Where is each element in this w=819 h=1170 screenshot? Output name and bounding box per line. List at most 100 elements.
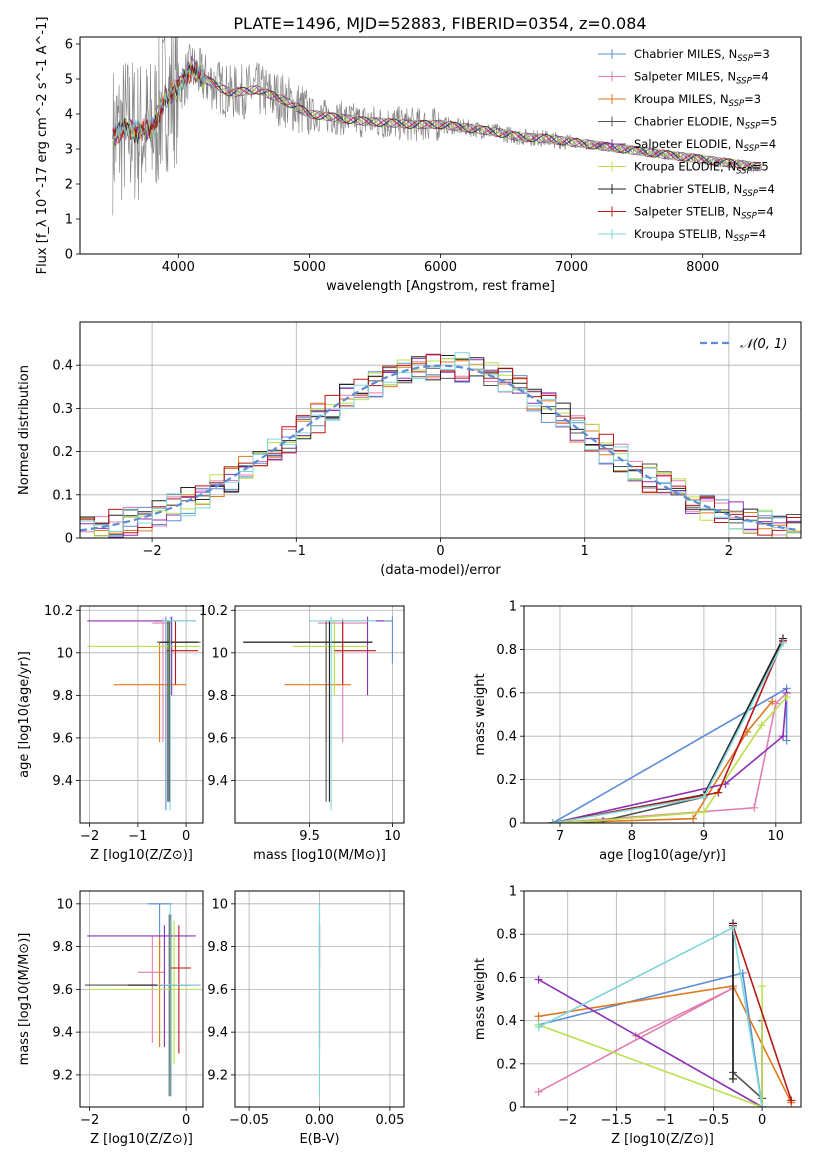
series-marker [699, 808, 708, 817]
y-tick-label: 0.4 [496, 730, 517, 745]
panel-mass-weight-vs-Z: −2 −1.5 −1 −0.5 0 0 0.2 0.4 0.6 0.8 1 Z [log10(Z/Z⊙… [473, 885, 802, 1147]
axes-frame [79, 321, 802, 539]
plot-area [524, 606, 801, 823]
plot-area [235, 891, 404, 1107]
series-line [538, 926, 763, 1107]
series-marker [548, 819, 557, 823]
series-marker [768, 697, 777, 706]
x-tick-label: 10 [384, 829, 401, 844]
point-kroupa-stelib [162, 616, 196, 811]
y-tick-label: 9.8 [207, 940, 228, 955]
y-tick-label: 9.8 [207, 689, 228, 704]
y-tick-label: 0 [65, 248, 73, 263]
x-tick-label: −2 [80, 1113, 99, 1128]
x-tick-label: 1 [581, 544, 589, 559]
series-marker [779, 732, 788, 741]
legend-label: Salpeter MILES, NSSP=4 [634, 70, 769, 87]
series-marker [689, 814, 698, 823]
series-line [552, 642, 784, 823]
point-salpeter-elodie [87, 925, 196, 1048]
x-tick-label: −2 [558, 1113, 577, 1128]
y-tick-label: 9.4 [52, 1026, 73, 1041]
y-tick-label: 0.4 [496, 1014, 517, 1029]
y-tick-label: 9.6 [207, 731, 228, 746]
point-kroupa-stelib [309, 616, 376, 811]
x-tick-label: 0 [758, 1113, 766, 1128]
data-spectrum-line [112, 37, 762, 216]
x-tick-label: 0 [182, 1113, 190, 1128]
point-chabrier-miles [154, 616, 176, 811]
series-marker [758, 1103, 767, 1107]
x-axis-label: Z [log10(Z/Z⊙)] [90, 1132, 193, 1147]
spectrum-legend: Chabrier MILES, NSSP=3 Salpeter MILES, NS… [598, 47, 777, 244]
y-axis-label: age [log10(age/yr)] [17, 651, 32, 778]
legend-label: Salpeter STELIB, NSSP=4 [634, 205, 774, 222]
y-tick-label: 4 [65, 108, 73, 123]
point-kroupa-miles [113, 935, 189, 1048]
y-tick-label: 0.3 [52, 402, 73, 417]
normal-curve [80, 364, 799, 532]
y-tick-label: 10.2 [199, 604, 228, 619]
x-tick-label: 8000 [686, 260, 719, 275]
y-tick-label: 9.4 [207, 774, 228, 789]
point-kroupa-stelib [157, 903, 201, 1097]
x-axis-label: age [log10(age/yr)] [599, 848, 726, 863]
y-axis-label: Flux [f_λ 10^-17 erg cm^-2 s^-1 A^-1] [35, 17, 50, 275]
y-tick-label: 0.1 [52, 488, 73, 503]
x-tick-label: 7000 [555, 260, 588, 275]
point-kroupa-miles [284, 642, 351, 743]
y-tick-label: 5 [65, 73, 73, 88]
plot-area [80, 891, 203, 1107]
series-kroupa-stelib [548, 638, 788, 823]
legend-label: Kroupa MILES, NSSP=3 [634, 92, 761, 109]
x-axis-label: (data-model)/error [380, 563, 501, 578]
point-chabrier-elodie [243, 620, 373, 802]
point-salpeter-elodie [87, 616, 196, 696]
series-marker [758, 982, 767, 991]
y-tick-label: 2 [65, 178, 73, 193]
y-tick-label: 0.8 [496, 928, 517, 943]
x-tick-label: −0.05 [229, 1113, 269, 1128]
y-tick-label: 0 [509, 1101, 517, 1116]
plot-area [524, 891, 801, 1107]
series-line [552, 700, 773, 823]
x-axis-label: wavelength [Angstrom, rest frame] [326, 279, 555, 294]
x-axis-label: mass [log10(M/M⊙)] [253, 848, 386, 863]
series-chabrier-stelib [548, 634, 788, 823]
x-tick-label: 0 [436, 544, 444, 559]
x-tick-label: −1 [287, 544, 306, 559]
panel-age-vs-mass: 9.5 10 9.4 9.6 9.8 10 10.2 mass [log10(M/M⊙)] [199, 604, 405, 863]
panel-residuals: −2 −1 0 1 2 0 0.1 0.2 0.3 0.4 (data-model)/error No… [17, 321, 802, 578]
axes-frame [234, 890, 405, 1108]
x-tick-label: 8 [628, 829, 636, 844]
series-marker [591, 816, 600, 823]
model-line-kroupa-elodie [112, 59, 762, 171]
model-line-salpeter-elodie [112, 56, 762, 171]
figure-title: PLATE=1496, MJD=52883, FIBERID=0354, z=0… [233, 14, 646, 33]
y-tick-label: 9.4 [52, 774, 73, 789]
series-marker [787, 1096, 796, 1105]
x-tick-label: 9 [700, 829, 708, 844]
panel-spectrum: 4000 5000 6000 7000 8000 0 1 2 3 4 5 6 wavelength [A… [35, 17, 802, 294]
series-marker [779, 638, 788, 647]
x-tick-label: −1.5 [601, 1113, 633, 1128]
y-tick-label: 0.8 [496, 643, 517, 658]
y-tick-label: 1 [65, 213, 73, 228]
y-tick-label: 0.2 [496, 773, 517, 788]
point-salpeter-stelib [334, 620, 376, 685]
point-chabrier-elodie [84, 914, 201, 1097]
y-tick-label: 3 [65, 143, 73, 158]
series-kroupa-stelib [534, 923, 767, 1107]
y-axis-label: Normed distribution [17, 365, 32, 495]
x-tick-label: 9.5 [299, 829, 320, 844]
residual-histogram-salpeter-stelib [80, 354, 801, 536]
x-tick-label: 6000 [424, 260, 457, 275]
y-tick-label: 10 [211, 897, 228, 912]
x-tick-label: 0.05 [375, 1113, 404, 1128]
y-tick-label: 10 [56, 646, 73, 661]
y-tick-label: 9.6 [52, 731, 73, 746]
y-tick-label: 1 [509, 600, 517, 615]
series-marker [750, 803, 759, 812]
model-line-kroupa-stelib [112, 63, 762, 170]
